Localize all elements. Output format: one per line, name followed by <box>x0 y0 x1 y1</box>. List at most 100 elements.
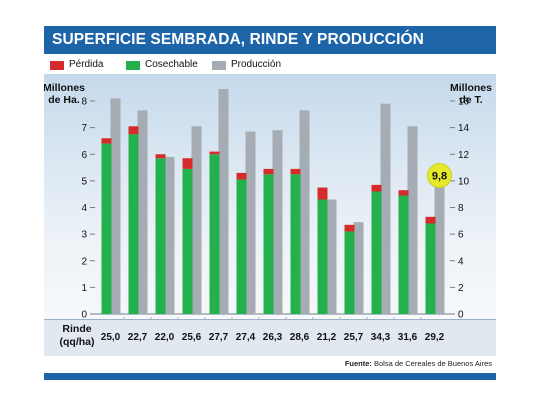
left-tick-label: 3 <box>81 230 87 241</box>
bar-produccion <box>164 156 175 314</box>
bar-cosechable <box>371 191 382 314</box>
bar-perdida <box>263 168 274 175</box>
bar-cosechable <box>101 143 112 314</box>
bar-cosechable <box>263 174 274 314</box>
rinde-value: 34,3 <box>370 332 391 343</box>
rinde-value: 31,6 <box>397 332 418 343</box>
rinde-label-line1: Rinde <box>62 323 92 335</box>
bar-cosechable <box>209 154 220 314</box>
rinde-value: 25,0 <box>100 332 121 343</box>
source-text: Bolsa de Cereales de Buenos Aires <box>374 359 492 368</box>
bar-produccion <box>191 126 202 314</box>
right-tick-label: 6 <box>458 230 464 241</box>
legend-item-perdida: Pérdida <box>50 59 103 71</box>
x-tick-label: 09/10 <box>343 318 365 319</box>
bar-produccion <box>137 110 148 314</box>
legend-label-produccion: Producción <box>231 59 282 70</box>
rinde-value: 27,7 <box>208 332 229 343</box>
left-tick-label: 6 <box>81 150 87 161</box>
annotation-badge <box>427 163 452 189</box>
bottom-bar <box>44 373 496 380</box>
bar-produccion <box>272 130 283 314</box>
rinde-value: 26,3 <box>262 332 283 343</box>
right-tick-label: 16 <box>458 97 470 108</box>
rinde-value: 25,7 <box>343 332 364 343</box>
chart-frame: SUPERFICIE SEMBRADA, RINDE Y PRODUCCIÓN … <box>44 26 496 381</box>
x-tick-label: 12/13 <box>424 318 446 319</box>
bar-perdida <box>236 172 247 180</box>
right-tick-label: 0 <box>458 310 464 320</box>
annotation-label: 9,8 <box>432 171 447 183</box>
rinde-value: 21,2 <box>316 332 337 343</box>
bar-perdida <box>101 138 112 144</box>
bar-cosechable <box>398 195 409 314</box>
bar-perdida <box>290 168 301 175</box>
bar-perdida <box>371 184 382 192</box>
bar-cosechable <box>128 134 139 314</box>
right-tick-label: 2 <box>458 283 464 294</box>
labels-layer: 00/01 01/02 02/03 03/04 04/05 05/06 06/07 07/08… <box>100 163 452 319</box>
x-tick-label: 00/01 <box>100 318 122 319</box>
x-tick-label: 05/06 <box>235 318 257 319</box>
bar-produccion <box>407 126 418 314</box>
left-tick-label: 0 <box>81 310 87 320</box>
bar-produccion <box>353 222 364 314</box>
right-tick-label: 14 <box>458 123 470 134</box>
left-tick-label: 4 <box>81 203 87 214</box>
source-note: Fuente: Bolsa de Cereales de Buenos Aire… <box>345 359 492 368</box>
bar-produccion <box>218 89 229 314</box>
bar-cosechable <box>182 168 193 314</box>
bar-cosechable <box>290 174 301 314</box>
right-tick-label: 8 <box>458 203 464 214</box>
right-tick-label: 10 <box>458 176 470 187</box>
legend-swatch-perdida <box>50 60 64 70</box>
bar-produccion <box>326 199 337 314</box>
x-tick-label: 10/11 <box>370 318 391 319</box>
x-tick-label: 11/12 <box>397 318 418 319</box>
bar-produccion <box>245 131 256 314</box>
x-tick-label: 02/03 <box>154 318 176 319</box>
left-tick-label: 1 <box>81 283 87 294</box>
x-tick-label: 04/05 <box>208 318 230 319</box>
rinde-value: 22,7 <box>127 332 148 343</box>
bar-cosechable <box>317 199 328 314</box>
bar-cosechable <box>344 231 355 314</box>
bar-perdida <box>344 224 355 232</box>
left-tick-label: 2 <box>81 256 87 267</box>
rinde-value: 28,6 <box>289 332 310 343</box>
right-axis-label-line2: de T. <box>459 94 482 106</box>
rinde-label: Rinde (qq/ha) <box>52 323 102 349</box>
rinde-value: 29,2 <box>424 332 445 343</box>
right-tick-label: 4 <box>458 256 464 267</box>
bar-produccion <box>110 98 121 315</box>
legend-item-cosechable: Cosechable <box>126 59 198 71</box>
bar-perdida <box>398 190 409 196</box>
bar-perdida <box>155 154 166 159</box>
left-tick-label: 8 <box>81 97 87 108</box>
bar-perdida <box>182 158 193 169</box>
left-tick-label: 7 <box>81 123 87 134</box>
bar-perdida <box>209 151 220 155</box>
rinde-label-line2: (qq/ha) <box>59 336 95 348</box>
legend-swatch-cosechable <box>126 60 140 70</box>
legend-label-cosechable: Cosechable <box>145 59 198 70</box>
right-tick-label: 12 <box>458 150 470 161</box>
legend-item-produccion: Producción <box>212 59 281 71</box>
left-axis-label-line2: de Ha. <box>48 94 80 106</box>
bar-produccion <box>380 103 391 314</box>
left-tick-label: 5 <box>81 176 87 187</box>
rinde-row: Rinde (qq/ha) 25,0 22,7 22,0 25,6 27,7 27,4 26… <box>44 319 496 356</box>
bar-perdida <box>317 187 328 200</box>
x-tick-label: 06/07 <box>262 318 284 319</box>
rinde-value: 27,4 <box>235 332 256 343</box>
bar-produccion <box>434 183 445 314</box>
legend-swatch-produccion <box>212 60 226 70</box>
x-tick-label: 07/08 <box>289 318 311 319</box>
chart-svg: Millones de Ha. Millones de T. 012345678… <box>44 82 492 320</box>
x-tick-label: 03/04 <box>181 318 203 319</box>
chart-title: SUPERFICIE SEMBRADA, RINDE Y PRODUCCIÓN <box>44 26 496 54</box>
bar-produccion <box>299 110 310 314</box>
left-axis-label-line1: Millones <box>44 82 85 94</box>
legend-label-perdida: Pérdida <box>69 59 104 70</box>
